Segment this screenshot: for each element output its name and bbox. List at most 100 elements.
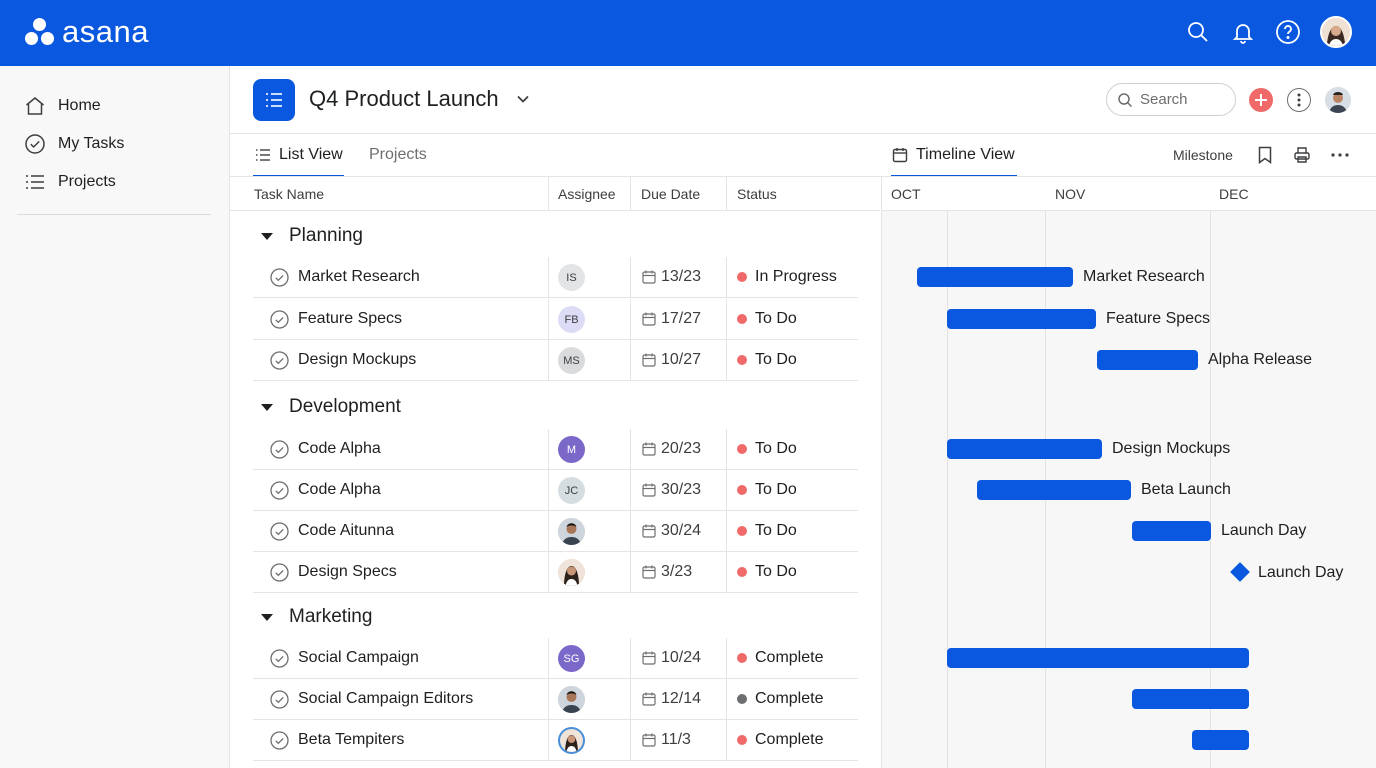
timeline-bar[interactable] (947, 648, 1249, 668)
section-development[interactable]: Development (258, 395, 401, 419)
due-date[interactable]: 30/23 (642, 481, 701, 499)
assignee-avatar[interactable] (558, 559, 585, 586)
status-badge[interactable]: To Do (737, 440, 797, 458)
due-date[interactable]: 17/27 (642, 310, 701, 328)
task-name[interactable]: Beta Tempiters (298, 731, 405, 748)
collapse-triangle-icon[interactable] (261, 403, 273, 411)
complete-task-checkbox[interactable] (270, 563, 289, 582)
assignee-avatar[interactable]: SG (558, 645, 585, 672)
complete-task-checkbox[interactable] (270, 649, 289, 668)
column-header-due-date[interactable]: Due Date (641, 186, 701, 202)
assignee-avatar[interactable]: JC (558, 477, 585, 504)
timeline-bar[interactable] (917, 267, 1073, 287)
timeline-bar[interactable] (1132, 689, 1249, 709)
help-icon[interactable] (1274, 18, 1302, 46)
due-date[interactable]: 20/23 (642, 440, 701, 458)
complete-task-checkbox[interactable] (270, 522, 289, 541)
table-row[interactable]: Social Campaign SG 10/24 Complete (253, 638, 858, 679)
due-date[interactable]: 12/14 (642, 690, 701, 708)
column-header-assignee[interactable]: Assignee (558, 186, 616, 202)
sidebar-item-my-tasks[interactable]: My Tasks (24, 130, 124, 158)
due-date[interactable]: 10/27 (642, 351, 701, 369)
bell-icon[interactable] (1229, 18, 1257, 46)
status-badge[interactable]: Complete (737, 731, 823, 749)
section-planning[interactable]: Planning (258, 224, 363, 248)
status-badge[interactable]: To Do (737, 522, 797, 540)
due-date[interactable]: 11/3 (642, 731, 691, 749)
section-marketing[interactable]: Marketing (258, 605, 372, 629)
assignee-avatar[interactable]: MS (558, 347, 585, 374)
table-row[interactable]: Code Alpha M 20/23 To Do (253, 429, 858, 470)
task-name[interactable]: Design Mockups (298, 351, 417, 368)
due-date[interactable]: 13/23 (642, 268, 701, 286)
add-button[interactable] (1249, 88, 1273, 112)
status-badge[interactable]: Complete (737, 690, 823, 708)
timeline-bar[interactable] (1192, 730, 1249, 750)
tab-list-view[interactable]: List View (255, 145, 343, 165)
status-badge[interactable]: To Do (737, 481, 797, 499)
complete-task-checkbox[interactable] (270, 690, 289, 709)
asana-logo[interactable]: asana (24, 14, 149, 49)
timeline-bar[interactable] (977, 480, 1131, 500)
task-name[interactable]: Code Aitunna (298, 522, 395, 539)
table-row[interactable]: Design Specs 3/23 To Do (253, 552, 858, 593)
timeline-bar[interactable] (1097, 350, 1198, 370)
search-box[interactable]: Search (1106, 83, 1236, 116)
collapse-triangle-icon[interactable] (261, 232, 273, 240)
status-badge[interactable]: To Do (737, 351, 797, 369)
sidebar-item-home[interactable]: Home (24, 92, 101, 120)
bookmark-icon[interactable] (1255, 145, 1275, 165)
table-row[interactable]: Code Aitunna 30/24 To Do (253, 511, 858, 552)
column-header-task-name[interactable]: Task Name (254, 186, 325, 202)
table-row[interactable]: Feature Specs FB 17/27 To Do (253, 299, 858, 340)
task-name[interactable]: Code Alpha (298, 440, 381, 457)
timeline-bar[interactable] (947, 439, 1102, 459)
assignee-avatar[interactable]: IS (558, 264, 585, 291)
complete-task-checkbox[interactable] (270, 268, 289, 287)
complete-task-checkbox[interactable] (270, 351, 289, 370)
task-name[interactable]: Social Campaign (298, 649, 419, 666)
complete-task-checkbox[interactable] (270, 731, 289, 750)
tab-projects[interactable]: Projects (369, 145, 427, 165)
milestone-button[interactable]: Milestone (1173, 147, 1233, 163)
collapse-triangle-icon[interactable] (261, 613, 273, 621)
table-row[interactable]: Code Alpha JC 30/23 To Do (253, 470, 858, 511)
assignee-avatar[interactable]: FB (558, 306, 585, 333)
task-name[interactable]: Market Research (298, 268, 420, 285)
print-icon[interactable] (1292, 145, 1312, 165)
table-row[interactable]: Design Mockups MS 10/27 To Do (253, 340, 858, 381)
task-name[interactable]: Design Specs (298, 563, 397, 580)
timeline-bar[interactable] (1132, 521, 1211, 541)
task-name[interactable]: Social Campaign Editors (298, 690, 474, 707)
more-horizontal-icon[interactable] (1330, 145, 1350, 165)
column-header-status[interactable]: Status (737, 186, 777, 202)
search-icon[interactable] (1184, 18, 1212, 46)
assignee-avatar[interactable] (558, 518, 585, 545)
status-badge[interactable]: To Do (737, 310, 797, 328)
due-date[interactable]: 10/24 (642, 649, 701, 667)
table-row[interactable]: Market Research IS 13/23 In Progress (253, 257, 858, 298)
status-badge[interactable]: In Progress (737, 268, 837, 286)
due-date[interactable]: 3/23 (642, 563, 692, 581)
assignee-avatar[interactable] (558, 727, 585, 754)
sidebar-item-projects[interactable]: Projects (24, 168, 116, 196)
table-row[interactable]: Social Campaign Editors 12/14 Complete (253, 679, 858, 720)
due-date[interactable]: 30/24 (642, 522, 701, 540)
complete-task-checkbox[interactable] (270, 310, 289, 329)
assignee-avatar[interactable] (558, 686, 585, 713)
task-name[interactable]: Feature Specs (298, 310, 403, 327)
user-avatar[interactable] (1320, 16, 1352, 48)
complete-task-checkbox[interactable] (270, 440, 289, 459)
status-badge[interactable]: To Do (737, 563, 797, 581)
table-row[interactable]: Beta Tempiters 11/3 Complete (253, 720, 858, 761)
timeline-bar[interactable] (947, 309, 1096, 329)
task-name[interactable]: Code Alpha (298, 481, 381, 498)
complete-task-checkbox[interactable] (270, 481, 289, 500)
member-avatar[interactable] (1325, 87, 1351, 113)
assignee-avatar[interactable]: M (558, 436, 585, 463)
tab-timeline-view[interactable]: Timeline View (892, 145, 1015, 165)
project-list-icon[interactable] (253, 79, 295, 121)
chevron-down-icon[interactable] (514, 90, 532, 113)
status-badge[interactable]: Complete (737, 649, 823, 667)
more-options-button[interactable] (1287, 88, 1311, 112)
